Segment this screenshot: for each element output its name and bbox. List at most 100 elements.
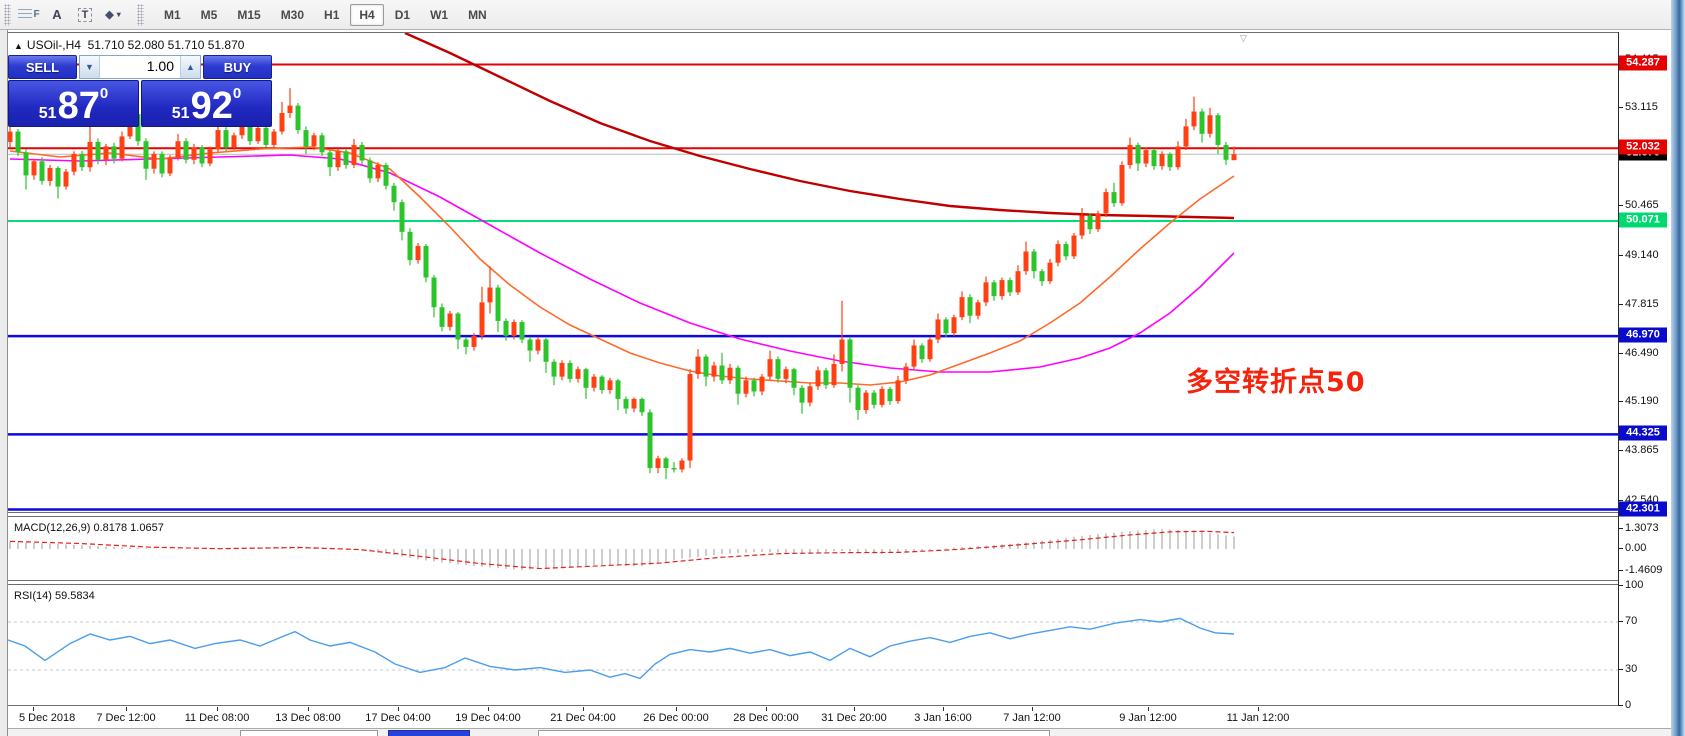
toolbar-grip[interactable]: [4, 3, 11, 26]
text-label-glyph: A: [52, 7, 62, 22]
macd-panel[interactable]: [8, 516, 1618, 581]
ma-long-line[interactable]: [404, 33, 1235, 220]
time-axis[interactable]: 5 Dec 2018 7 Dec 12:00 11 Dec 08:00 13 Dec …: [8, 707, 1671, 728]
time-label: 13 Dec 08:00: [275, 712, 341, 724]
macd-values: 0.8178 1.0657: [93, 522, 164, 534]
ma-slow-line[interactable]: [9, 154, 1235, 373]
price-tick-label: 49.140: [1625, 248, 1659, 261]
timeframe-MN[interactable]: MN: [468, 7, 487, 22]
rsi-value: 59.5834: [54, 590, 95, 602]
price-tick: [1618, 352, 1623, 354]
volume-stepper: ▼ 1.00 ▲: [79, 55, 201, 79]
price-scale-column[interactable]: [1619, 32, 1669, 706]
fib-lines-icon: [18, 8, 33, 21]
price-chart-svg: [8, 33, 1618, 511]
time-tick: [217, 707, 218, 711]
time-tick: [676, 707, 677, 711]
price-tick: [1618, 499, 1623, 501]
timeframe-group: M1 M5 M15 M30 H1 H4 D1 W1 MN: [154, 3, 497, 26]
price-badge-54.287: 54.287: [1619, 55, 1667, 71]
macd-signal-line: [9, 530, 1235, 570]
rsi-panel[interactable]: [8, 584, 1618, 706]
rsi-label: RSI(14) 59.5834: [14, 590, 95, 602]
sell-price-small: 51: [38, 105, 57, 122]
time-label: 17 Dec 04:00: [365, 712, 431, 724]
time-label: 9 Jan 12:00: [1119, 712, 1177, 724]
rsi-tick: [1618, 585, 1623, 586]
sell-button[interactable]: SELL: [8, 55, 77, 79]
toolbar-grip-2[interactable]: [137, 3, 144, 26]
time-tick: [1148, 707, 1149, 711]
macd-tick: [1618, 548, 1623, 549]
timeframe-H1[interactable]: H1: [324, 7, 340, 22]
macd-name: MACD(12,26,9): [14, 522, 91, 534]
time-tick: [583, 707, 584, 711]
time-label: 26 Dec 00:00: [643, 712, 709, 724]
rsi-line: [8, 617, 1235, 680]
shapes-dropdown-icon[interactable]: ◆ ▾: [101, 3, 125, 27]
price-tick-label: 47.815: [1625, 297, 1659, 310]
rsi-axis-label: 0: [1625, 699, 1632, 711]
time-tick: [766, 707, 767, 711]
timeframe-M1[interactable]: M1: [164, 7, 181, 22]
volume-decrease-button[interactable]: ▼: [80, 56, 100, 78]
time-label: 28 Dec 00:00: [733, 712, 799, 724]
timeframe-M30[interactable]: M30: [280, 7, 305, 22]
macd-tick: [1618, 570, 1623, 572]
partial-window-box-2: [538, 730, 1050, 736]
macd-axis-label: -1.4609: [1625, 564, 1663, 577]
macd-svg: [9, 529, 1235, 570]
timeframe-M15[interactable]: M15: [237, 7, 261, 22]
timeframe-D1[interactable]: D1: [394, 7, 411, 22]
time-tick: [1032, 707, 1033, 711]
timeframe-W1[interactable]: W1: [430, 7, 449, 22]
time-label: 3 Jan 16:00: [914, 712, 972, 724]
time-tick: [126, 707, 127, 711]
price-tick-label: 45.190: [1625, 395, 1659, 408]
ohlc-values: 51.710 52.080 51.710 51.870: [87, 38, 245, 52]
volume-input[interactable]: 1.00: [146, 58, 174, 74]
macd-axis-label: 1.3073: [1625, 521, 1659, 534]
price-chart-panel[interactable]: [8, 32, 1618, 513]
fibonacci-icon[interactable]: F: [17, 3, 41, 27]
text-box-glyph: T: [77, 7, 93, 22]
buy-button[interactable]: BUY: [203, 55, 272, 79]
sell-price-big: 87: [57, 84, 100, 127]
timeframe-H4[interactable]: H4: [350, 3, 384, 26]
price-tick: [1618, 303, 1623, 305]
price-badge-42.301: 42.301: [1619, 501, 1667, 517]
price-badge-50.071: 50.071: [1619, 212, 1667, 228]
macd-axis-label: 0.00: [1625, 542, 1647, 554]
price-tick-label: 53.115: [1625, 101, 1658, 113]
time-label: 7 Dec 12:00: [96, 712, 156, 724]
symbol-name: USOil-,H4: [26, 38, 81, 52]
volume-increase-button[interactable]: ▲: [180, 56, 200, 78]
time-tick: [854, 707, 855, 711]
one-click-trading-panel: SELL ▼ 1.00 ▲ BUY 51 87 0 51 92 0: [8, 55, 272, 127]
time-tick: [488, 707, 489, 711]
text-label-icon[interactable]: A: [45, 3, 69, 27]
price-tick: [1618, 254, 1623, 256]
buy-price-big: 92: [190, 84, 233, 127]
rsi-tick: [1618, 621, 1623, 622]
partial-window-box-active: [388, 730, 470, 736]
time-label: 21 Dec 04:00: [550, 712, 616, 724]
candlestick-series: [8, 88, 1237, 480]
time-label: 19 Dec 04:00: [455, 712, 521, 724]
chevron-down-icon: ▾: [116, 10, 121, 19]
rsi-axis-label: 30: [1625, 663, 1638, 675]
price-tick: [1618, 450, 1623, 452]
rsi-tick: [1618, 705, 1623, 706]
collapse-triangle-icon[interactable]: ▲: [14, 41, 23, 51]
sell-price-box[interactable]: 51 87 0: [8, 80, 139, 127]
price-axis-line: [1618, 32, 1619, 706]
text-box-icon[interactable]: T: [73, 3, 97, 27]
chart-shift-marker-icon[interactable]: ▽: [1240, 33, 1247, 43]
window-aero-border: [1671, 0, 1685, 736]
macd-label: MACD(12,26,9) 0.8178 1.0657: [14, 522, 164, 534]
partial-window-box: [240, 730, 378, 736]
buy-price-box[interactable]: 51 92 0: [141, 80, 272, 127]
time-label: 11 Jan 12:00: [1226, 712, 1290, 724]
timeframe-M5[interactable]: M5: [200, 7, 218, 22]
